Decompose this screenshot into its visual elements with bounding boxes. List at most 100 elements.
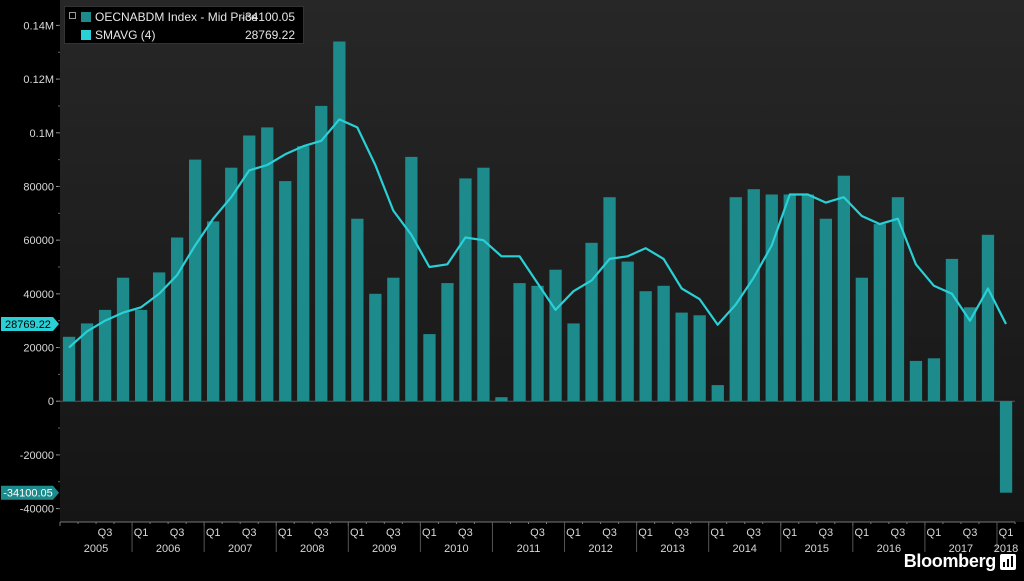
bar [855, 277, 868, 402]
bar [549, 269, 562, 402]
bar [297, 146, 310, 402]
bar [783, 194, 796, 402]
bar [80, 323, 94, 402]
x-quarter-label: Q1 [927, 527, 942, 539]
legend-label-price: OECNABDM Index - Mid Price [95, 10, 258, 24]
x-quarter-label: Q3 [602, 527, 617, 539]
bar [891, 197, 905, 402]
x-quarter-label: Q3 [314, 527, 329, 539]
bar [189, 159, 202, 402]
bar [837, 175, 850, 402]
legend-value-smavg: 28769.22 [244, 28, 295, 42]
bar [621, 261, 634, 402]
y-tick-label: 0 [48, 396, 54, 408]
legend-label-smavg: SMAVG (4) [95, 28, 156, 42]
x-quarter-label: Q3 [458, 527, 473, 539]
x-quarter-label: Q3 [386, 527, 401, 539]
x-quarter-label: Q1 [854, 527, 869, 539]
bar [405, 156, 418, 402]
x-quarter-label: Q3 [530, 527, 545, 539]
x-quarter-label: Q1 [422, 527, 437, 539]
bar [981, 234, 995, 402]
bar [333, 41, 346, 402]
x-quarter-label: Q3 [746, 527, 761, 539]
x-quarter-label: Q3 [98, 527, 113, 539]
x-year-label: 2008 [300, 543, 324, 555]
y-tick-label: -40000 [20, 504, 54, 516]
bar [927, 358, 941, 402]
value-tag [1, 485, 59, 500]
bar [819, 218, 832, 402]
bar [225, 167, 238, 402]
x-year-label: 2006 [156, 543, 180, 555]
x-quarter-label: Q1 [710, 527, 725, 539]
legend-swatch-price [81, 12, 91, 22]
bar [369, 293, 382, 402]
brand-logo: Bloomberg [903, 551, 997, 571]
bar [747, 189, 760, 402]
bar [531, 285, 544, 402]
plot-background [60, 0, 1024, 522]
bar [495, 397, 508, 402]
bar [729, 197, 742, 402]
bar [693, 315, 706, 402]
x-year-label: 2016 [877, 543, 901, 555]
y-tick-label: 0.14M [23, 20, 54, 32]
legend-value-price: -34100.05 [240, 10, 295, 24]
x-year-label: 2014 [732, 543, 756, 555]
bar [279, 181, 292, 402]
x-quarter-label: Q1 [566, 527, 581, 539]
x-year-label: 2007 [228, 543, 252, 555]
x-year-label: 2017 [949, 543, 973, 555]
bar [423, 334, 436, 402]
value-tag-label: 28769.22 [5, 319, 51, 331]
chart-legend: OECNABDM Index - Mid Price -34100.05 SMA… [64, 6, 304, 44]
legend-item-price[interactable]: OECNABDM Index - Mid Price -34100.05 [65, 9, 303, 25]
x-year-label: 2013 [660, 543, 684, 555]
legend-swatch-smavg [81, 30, 91, 40]
x-quarter-label: Q1 [206, 527, 221, 539]
x-quarter-label: Q1 [638, 527, 653, 539]
bar [477, 167, 490, 402]
series-line-smavg [68, 118, 1007, 349]
bloomberg-terminal-icon [1000, 554, 1016, 570]
bar [351, 218, 364, 402]
y-tick-label: 0.12M [23, 74, 54, 86]
bar [585, 242, 598, 402]
x-quarter-label: Q1 [999, 527, 1014, 539]
bar [243, 135, 256, 402]
bar [657, 285, 670, 402]
x-quarter-label: Q1 [134, 527, 149, 539]
y-tick-label: -20000 [20, 450, 54, 462]
x-year-label: 2005 [84, 543, 108, 555]
bar [135, 309, 148, 402]
x-quarter-label: Q3 [674, 527, 689, 539]
bar [999, 401, 1013, 493]
legend-toggle-icon[interactable] [69, 12, 76, 19]
bar [909, 360, 923, 402]
x-quarter-label: Q3 [891, 527, 906, 539]
x-quarter-label: Q1 [350, 527, 365, 539]
bar [801, 194, 814, 402]
x-quarter-label: Q1 [782, 527, 797, 539]
x-quarter-label: Q3 [963, 527, 978, 539]
bar [171, 237, 184, 402]
bar [675, 312, 688, 402]
bar [873, 224, 886, 402]
x-quarter-label: Q3 [242, 527, 257, 539]
value-tag [1, 316, 59, 331]
bar [261, 127, 274, 402]
bar [639, 291, 652, 402]
bar [153, 272, 166, 402]
x-year-label: 2009 [372, 543, 396, 555]
bar [603, 197, 616, 402]
y-tick-label: 60000 [23, 235, 54, 247]
legend-item-smavg[interactable]: SMAVG (4) 28769.22 [65, 27, 303, 43]
bar [315, 105, 328, 402]
bar [711, 385, 724, 402]
bar [765, 194, 778, 402]
bar [963, 307, 977, 402]
bar [441, 283, 454, 402]
x-year-label: 2011 [517, 543, 541, 555]
